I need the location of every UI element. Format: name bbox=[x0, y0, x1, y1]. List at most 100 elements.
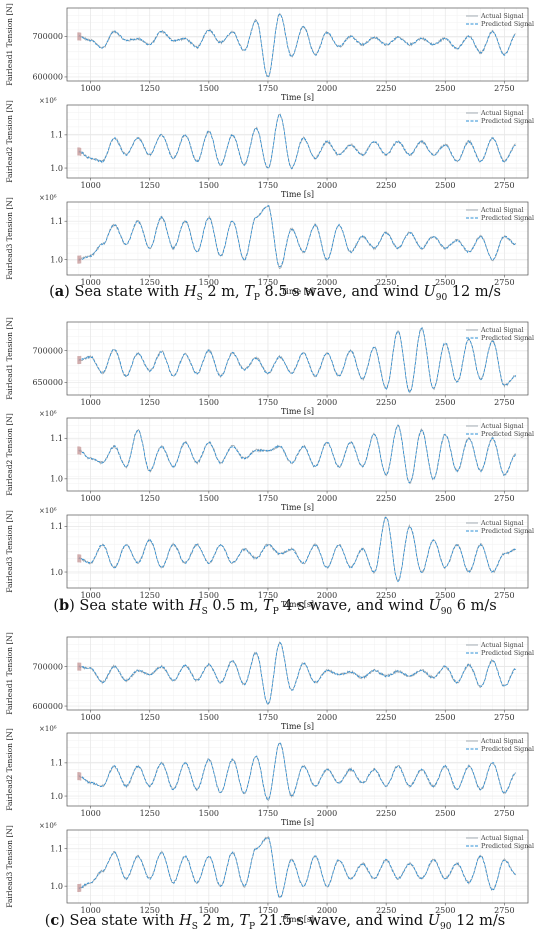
y-tick-label: 650000 bbox=[32, 378, 63, 387]
y-exponent-label: ×10⁶ bbox=[39, 97, 57, 105]
x-tick-label: 2000 bbox=[317, 591, 337, 600]
plot-frame bbox=[66, 417, 529, 492]
y-tick-label: 700000 bbox=[32, 662, 63, 671]
x-tick-label: 2250 bbox=[376, 906, 396, 915]
y-axis-label: Fairlead1 Tension [N] bbox=[5, 317, 14, 400]
x-tick-label: 2500 bbox=[435, 181, 455, 190]
x-tick-label: 1750 bbox=[258, 809, 278, 818]
x-tick-label: 2750 bbox=[494, 494, 514, 503]
x-tick-label: 2500 bbox=[435, 84, 455, 93]
panel-a-2: 1000 1250 1500 1750 2000 2250 2500 2750 1.0 1.1 ×1… bbox=[5, 97, 534, 199]
x-axis-label: Time [s] bbox=[281, 600, 314, 609]
x-tick-label: 1250 bbox=[140, 398, 160, 407]
y-tick-label: 1.1 bbox=[50, 522, 63, 531]
x-tick-label: 2000 bbox=[317, 181, 337, 190]
legend-actual-label: Actual Signal bbox=[480, 520, 524, 527]
panel-c-3: 1000 1250 1500 1750 2000 2250 2500 2750 1.0 1.1 ×1… bbox=[5, 822, 534, 924]
y-tick-label: 1.0 bbox=[50, 164, 63, 173]
y-exponent-label: ×10⁶ bbox=[39, 725, 57, 733]
legend-actual-label: Actual Signal bbox=[480, 327, 524, 334]
caption-b: (b) Sea state with HS 0.5 m, TP 4 s wave… bbox=[53, 597, 497, 617]
legend-actual-label: Actual Signal bbox=[480, 835, 524, 842]
x-tick-label: 1750 bbox=[258, 84, 278, 93]
x-tick-label: 1250 bbox=[140, 181, 160, 190]
x-tick-label: 2750 bbox=[494, 398, 514, 407]
x-tick-label: 2250 bbox=[376, 181, 396, 190]
legend-actual-label: Actual Signal bbox=[480, 423, 524, 430]
panel-b-2: 1000 1250 1500 1750 2000 2250 2500 2750 1.0 1.1 ×1… bbox=[5, 410, 534, 512]
x-tick-label: 1750 bbox=[258, 494, 278, 503]
y-tick-label: 1.0 bbox=[50, 475, 63, 484]
x-axis-label: Time [s] bbox=[281, 915, 314, 924]
caption-a: (a) Sea state with HS 2 m, TP 8.5 s wave… bbox=[49, 283, 501, 303]
panel-a-3: 1000 1250 1500 1750 2000 2250 2500 2750 1.0 1.1 ×1… bbox=[5, 194, 534, 296]
y-tick-label: 700000 bbox=[32, 346, 63, 355]
x-tick-label: 2500 bbox=[435, 494, 455, 503]
x-axis-label: Time [s] bbox=[281, 503, 314, 512]
x-axis-label: Time [s] bbox=[281, 93, 314, 102]
x-tick-label: 2750 bbox=[494, 181, 514, 190]
legend-actual-label: Actual Signal bbox=[480, 738, 524, 745]
x-axis-label: Time [s] bbox=[281, 190, 314, 199]
x-tick-label: 2000 bbox=[317, 398, 337, 407]
y-tick-label: 1.0 bbox=[50, 792, 63, 801]
x-tick-label: 1500 bbox=[199, 398, 219, 407]
y-axis-label: Fairlead2 Tension [N] bbox=[5, 413, 14, 496]
x-tick-label: 2000 bbox=[317, 278, 337, 287]
x-tick-label: 2250 bbox=[376, 84, 396, 93]
x-axis-label: Time [s] bbox=[281, 407, 314, 416]
legend-predicted-label: Predicted Signal bbox=[481, 431, 534, 438]
x-tick-label: 1750 bbox=[258, 906, 278, 915]
x-tick-label: 1750 bbox=[258, 591, 278, 600]
predicted-signal-line bbox=[78, 741, 516, 801]
x-tick-label: 1750 bbox=[258, 713, 278, 722]
x-tick-label: 2750 bbox=[494, 278, 514, 287]
x-tick-label: 1500 bbox=[199, 84, 219, 93]
y-axis-label: Fairlead3 Tension [N] bbox=[5, 825, 14, 908]
x-tick-label: 1000 bbox=[80, 278, 100, 287]
x-tick-label: 2000 bbox=[317, 84, 337, 93]
y-exponent-label: ×10⁶ bbox=[39, 410, 57, 418]
x-tick-label: 2750 bbox=[494, 713, 514, 722]
x-tick-label: 1000 bbox=[80, 398, 100, 407]
x-tick-label: 2750 bbox=[494, 906, 514, 915]
predicted-signal-line bbox=[78, 113, 516, 170]
x-tick-label: 1500 bbox=[199, 278, 219, 287]
x-tick-label: 1250 bbox=[140, 906, 160, 915]
y-tick-label: 600000 bbox=[32, 702, 63, 711]
y-tick-label: 1.0 bbox=[50, 882, 63, 891]
x-tick-label: 1250 bbox=[140, 494, 160, 503]
x-tick-label: 1000 bbox=[80, 84, 100, 93]
x-tick-label: 1750 bbox=[258, 398, 278, 407]
predicted-signal-line bbox=[78, 642, 516, 706]
actual-signal-line bbox=[78, 742, 516, 802]
predicted-signal-line bbox=[78, 424, 517, 484]
x-tick-label: 2500 bbox=[435, 809, 455, 818]
x-tick-label: 1500 bbox=[199, 906, 219, 915]
plot-frame bbox=[66, 514, 529, 589]
predicted-signal-line bbox=[78, 205, 517, 268]
x-tick-label: 2500 bbox=[435, 713, 455, 722]
x-tick-label: 1750 bbox=[258, 181, 278, 190]
legend-predicted-label: Predicted Signal bbox=[481, 650, 534, 657]
y-tick-label: 700000 bbox=[32, 32, 63, 41]
x-tick-label: 2500 bbox=[435, 591, 455, 600]
y-axis-label: Fairlead3 Tension [N] bbox=[5, 197, 14, 280]
y-axis-label: Fairlead2 Tension [N] bbox=[5, 100, 14, 183]
x-tick-label: 1250 bbox=[140, 278, 160, 287]
y-tick-label: 1.0 bbox=[50, 255, 63, 264]
panel-a-1: 1000 1250 1500 1750 2000 2250 2500 2750 600000 70… bbox=[5, 3, 534, 102]
x-tick-label: 1500 bbox=[199, 809, 219, 818]
x-tick-label: 1250 bbox=[140, 713, 160, 722]
x-tick-label: 2250 bbox=[376, 713, 396, 722]
x-tick-label: 2000 bbox=[317, 906, 337, 915]
actual-signal-line bbox=[78, 326, 516, 394]
x-tick-label: 1500 bbox=[199, 494, 219, 503]
caption-c: (c) Sea state with HS 2 m, TP 21.5 s wav… bbox=[44, 912, 506, 932]
x-tick-label: 2000 bbox=[317, 713, 337, 722]
legend-actual-label: Actual Signal bbox=[480, 13, 524, 20]
y-tick-label: 1.1 bbox=[50, 845, 63, 854]
y-tick-label: 600000 bbox=[32, 73, 63, 82]
legend-predicted-label: Predicted Signal bbox=[481, 118, 534, 125]
x-tick-label: 2000 bbox=[317, 809, 337, 818]
